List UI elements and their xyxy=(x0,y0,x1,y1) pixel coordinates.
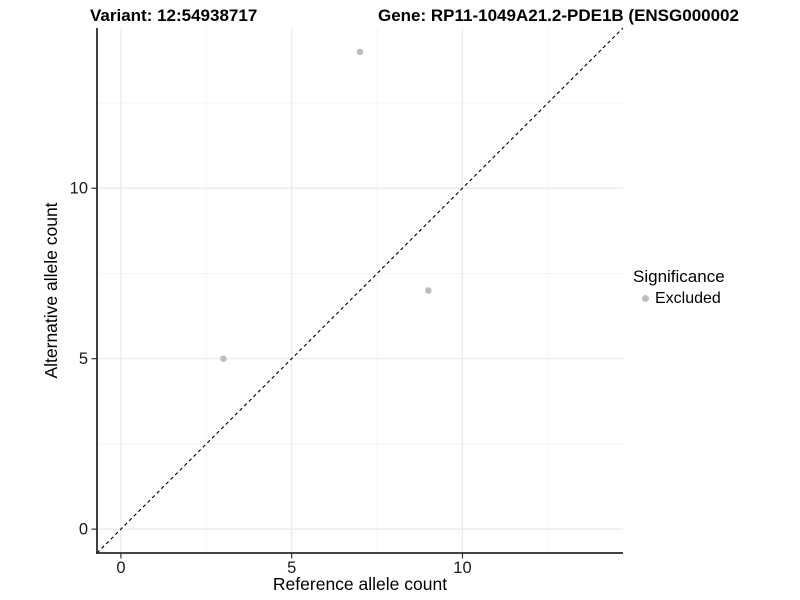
gene-title: Gene: RP11-1049A21.2-PDE1B (ENSG000002 xyxy=(378,6,739,25)
variant-title: Variant: 12:54938717 xyxy=(90,6,258,25)
y-axis-title: Alternative allele count xyxy=(41,202,61,378)
x-axis-title: Reference allele count xyxy=(273,574,447,594)
legend-item-label: Excluded xyxy=(655,290,721,307)
legend-title: Significance xyxy=(633,267,725,286)
legend-point-icon xyxy=(642,295,649,302)
x-tick-label: 5 xyxy=(287,559,296,577)
data-point xyxy=(425,287,432,294)
x-tick-label: 0 xyxy=(116,559,125,577)
legend: Significance Excluded xyxy=(633,267,725,308)
y-tick-label: 0 xyxy=(79,521,88,539)
y-tick-label: 10 xyxy=(70,180,88,198)
data-point xyxy=(220,355,227,362)
y-tick-label: 5 xyxy=(79,350,88,368)
data-point xyxy=(356,48,364,56)
legend-item-excluded: Excluded xyxy=(633,289,725,308)
identity-line xyxy=(96,27,624,554)
x-tick-label: 10 xyxy=(453,559,471,577)
